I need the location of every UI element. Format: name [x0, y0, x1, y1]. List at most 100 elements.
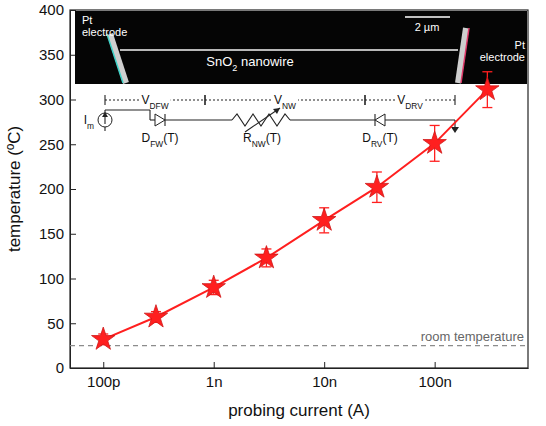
x-tick: 100p: [87, 362, 120, 390]
data-point: [365, 175, 388, 197]
annotation-part: DFW: [149, 101, 168, 111]
data-point: [255, 246, 278, 268]
data-point: [92, 327, 115, 349]
annotation: VNW: [274, 93, 296, 111]
y-tick-label: 100: [39, 270, 64, 287]
annotation-part: R: [243, 131, 252, 145]
annotation-part: V: [274, 93, 282, 107]
error-bar-part: [261, 266, 271, 267]
wire: [150, 119, 155, 120]
annotation-part: RV: [371, 139, 383, 149]
annotation-part: FW: [150, 139, 163, 149]
voltage-bracket-end: [364, 95, 365, 105]
y-tick-label: 400: [39, 1, 64, 18]
sem-image: [75, 11, 527, 84]
chart: 100p 1n 10n 100n 0 50 100 150 200 250 300 350 400 pro…: [0, 0, 546, 426]
label-background: [139, 93, 170, 111]
y-tick-mark: [70, 368, 76, 369]
error-bar-part: [430, 161, 440, 162]
annotation: Ptelectrode: [82, 14, 127, 38]
annotation-part: 2 µm: [415, 21, 440, 33]
diode: [375, 114, 385, 126]
x-tick-mark: [214, 362, 215, 368]
x-tick: 1n: [206, 362, 223, 390]
annotation-part: D: [362, 131, 371, 145]
error-bar-part: [482, 71, 492, 72]
x-axis: 100p 1n 10n 100n: [71, 362, 529, 390]
variable-arrow: [245, 108, 280, 132]
annotation-part: V: [141, 93, 149, 107]
annotation-part: NW: [282, 101, 296, 111]
y-tick-mark: [70, 10, 76, 11]
electrode-edge: [461, 28, 469, 83]
error-bar-part: [482, 107, 492, 108]
annotation: DFW(T): [141, 131, 178, 149]
annotation-line: Pt: [515, 39, 525, 51]
x-tick-label: 10n: [312, 373, 337, 390]
resistor: [232, 114, 290, 126]
data-point: [202, 275, 225, 297]
plot-frame: [70, 10, 528, 368]
y-axis: 0 50 100 150 200 250 300 350 400: [39, 1, 76, 376]
reference-lines: [70, 345, 528, 346]
y-tick-label: 300: [39, 91, 64, 108]
diode: [155, 114, 165, 126]
annotation-part: (T): [266, 131, 281, 145]
voltage-bracket-end: [454, 95, 455, 105]
y-tick-label: 350: [39, 46, 64, 63]
wire: [104, 127, 105, 131]
y-axis-title: temperature (ºC): [5, 126, 24, 252]
y-tick: 50: [47, 315, 76, 332]
error-bar-part: [372, 171, 382, 172]
annotation-part: D: [141, 131, 150, 145]
variable-arrow-head: [273, 108, 280, 114]
current-source: [98, 113, 112, 127]
y-tick-mark: [70, 100, 76, 101]
label-background: [395, 93, 425, 111]
y-tick-label: 50: [47, 315, 64, 332]
y-tick-label: 250: [39, 136, 64, 153]
data-point: [312, 208, 335, 230]
annotation-part: nanowire: [237, 54, 293, 69]
annotation: VDFW: [141, 93, 168, 111]
ground-arrow: [451, 127, 459, 133]
wire: [149, 110, 150, 120]
wire: [290, 119, 375, 120]
y-tick-label: 0: [56, 359, 64, 376]
annotation-part: SnO: [206, 54, 232, 69]
annotation-part: V: [397, 93, 405, 107]
y-tick: 400: [39, 1, 76, 18]
current-arrow: [104, 116, 105, 124]
y-tick: 250: [39, 136, 76, 153]
annotation-part: DRV: [405, 101, 423, 111]
data-point: [423, 131, 446, 153]
voltage-bracket-end: [204, 95, 205, 105]
y-tick-label: 150: [39, 225, 64, 242]
y-tick-label: 200: [39, 180, 64, 197]
electrode: [110, 34, 126, 83]
y-tick-mark: [70, 144, 76, 145]
x-tick-label: 1n: [206, 373, 223, 390]
data-point: [476, 77, 499, 99]
x-axis-title: probing current (A): [228, 401, 370, 420]
x-tick: 100n: [418, 362, 451, 390]
annotation-line: electrode: [82, 26, 127, 38]
data-line: [103, 90, 487, 340]
voltage-bracket-end: [204, 95, 205, 105]
annotation: SnO2 nanowire: [206, 54, 293, 73]
x-tick-mark: [324, 362, 325, 368]
y-tick: 200: [39, 180, 76, 197]
x-tick-mark: [435, 362, 436, 368]
wire: [385, 119, 455, 120]
error-bar-part: [430, 125, 440, 126]
y-tick: 150: [39, 225, 76, 242]
label-background: [272, 93, 298, 111]
y-tick: 300: [39, 91, 76, 108]
y-tick-mark: [70, 323, 76, 324]
annotation: Ptelectrode: [480, 39, 525, 63]
y-tick: 0: [56, 359, 76, 376]
y-tick: 100: [39, 270, 76, 287]
annotation: RNW(T): [243, 131, 281, 149]
inset: PtelectrodeSnO2 nanowire2 µmPtelectrodeV…: [75, 11, 527, 149]
x-tick-mark: [103, 362, 104, 368]
